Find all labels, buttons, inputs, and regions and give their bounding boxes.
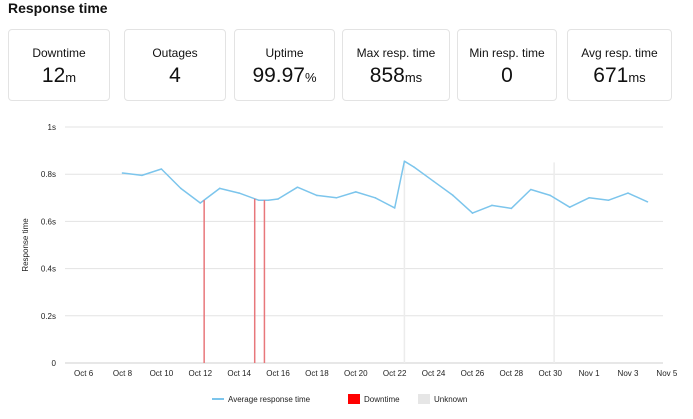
data-point [238, 192, 240, 194]
uptime-value: 99.97 [252, 64, 305, 87]
data-point [471, 212, 474, 214]
max-resp-value-row: 858ms [343, 64, 449, 88]
legend-label: Downtime [364, 395, 400, 404]
uptime-label: Uptime [265, 46, 304, 60]
data-point [267, 199, 270, 201]
y-tick-label: 0.6s [41, 217, 56, 226]
x-tick-label: Oct 12 [188, 369, 212, 378]
data-point [607, 199, 610, 201]
y-tick-label: 0 [52, 359, 57, 368]
legend-label: Unknown [434, 395, 467, 404]
max-resp-value: 858 [369, 64, 405, 87]
y-tick-label: 0.4s [41, 265, 56, 274]
avg-resp-unit: ms [628, 70, 646, 85]
y-tick-label: 0.2s [41, 312, 56, 321]
data-point [218, 187, 221, 190]
data-point [413, 166, 415, 168]
x-tick-label: Oct 8 [113, 369, 133, 378]
x-tick-label: Oct 30 [538, 369, 562, 378]
data-point [199, 202, 202, 204]
data-point [646, 201, 649, 203]
min-resp-value-row: 0 [458, 64, 556, 88]
data-point [627, 192, 629, 194]
data-point [355, 191, 357, 193]
data-point [452, 194, 454, 197]
avg-resp-label: Avg resp. time [581, 46, 658, 60]
outages-value: 4 [169, 64, 181, 87]
min-resp-card: Min resp. time 0 [457, 29, 557, 101]
uptime-value-row: 99.97% [235, 64, 334, 88]
data-point [588, 197, 590, 199]
max-resp-label: Max resp. time [356, 46, 436, 60]
min-resp-label: Min resp. time [469, 46, 545, 60]
response-time-chart-area: 0 0.2s 0.4s 0.6s 0.8s 1s Oct 6 Oct 8 Oct 10 Oct 1… [0, 110, 693, 414]
x-tick-label: Oct 20 [344, 369, 368, 378]
downtime-value-row: 12m [9, 64, 109, 88]
uptime-unit: % [305, 70, 317, 85]
data-point [257, 199, 260, 201]
y-tick-label: 0.8s [41, 170, 56, 179]
legend-box-swatch [348, 394, 360, 404]
x-tick-label: Oct 6 [74, 369, 94, 378]
max-resp-unit: ms [404, 70, 423, 85]
data-point [180, 187, 182, 190]
y-tick-label: 1s [48, 123, 56, 132]
stats-cards: Downtime 12m Outages 4 Uptime 99.97% Max… [8, 29, 688, 101]
x-tick-label: Oct 14 [227, 369, 251, 378]
x-tick-label: Oct 26 [461, 369, 485, 378]
data-point [316, 194, 318, 197]
x-tick-label: Oct 18 [305, 369, 329, 378]
data-point [529, 188, 532, 191]
uptime-card: Uptime 99.97% [234, 29, 335, 101]
data-point [549, 194, 552, 197]
response-time-chart: 0 0.2s 0.4s 0.6s 0.8s 1s Oct 6 Oct 8 Oct 10 Oct 1… [21, 123, 678, 404]
data-point [296, 186, 299, 188]
outages-label: Outages [152, 46, 198, 60]
data-point [335, 197, 338, 199]
data-point [160, 168, 163, 170]
x-tick-label: Nov 3 [618, 369, 639, 378]
data-point [432, 180, 435, 183]
downtime-value: 12 [41, 64, 66, 87]
x-tick-label: Oct 16 [266, 369, 290, 378]
downtime-unit: m [65, 70, 77, 85]
avg-resp-value-row: 671ms [568, 64, 671, 88]
data-point [568, 206, 571, 209]
data-point [277, 198, 279, 200]
data-point [403, 160, 406, 163]
x-tick-label: Oct 10 [150, 369, 174, 378]
max-resp-card: Max resp. time 858ms [342, 29, 450, 101]
data-point [141, 174, 143, 177]
page-title: Response time [8, 0, 108, 16]
avg-resp-value: 671 [593, 64, 629, 87]
outages-value-row: 4 [125, 64, 225, 88]
x-tick-label: Oct 28 [500, 369, 524, 378]
data-point [121, 172, 124, 174]
downtime-label: Downtime [32, 46, 86, 60]
avg-resp-card: Avg resp. time 671ms [567, 29, 672, 101]
downtime-card: Downtime 12m [8, 29, 110, 101]
data-point [374, 197, 377, 199]
min-resp-value: 0 [501, 64, 513, 87]
legend-label: Average response time [228, 395, 311, 404]
average-response-time-line [122, 160, 648, 214]
y-axis-title: Response time [21, 218, 30, 272]
data-point [393, 207, 396, 209]
data-point [491, 204, 493, 207]
x-tick-label: Oct 22 [383, 369, 407, 378]
data-point [510, 207, 513, 210]
legend-box-swatch [418, 394, 430, 404]
x-tick-label: Nov 5 [656, 369, 677, 378]
x-tick-label: Oct 24 [422, 369, 446, 378]
outages-card: Outages 4 [124, 29, 226, 101]
x-tick-label: Nov 1 [579, 369, 600, 378]
